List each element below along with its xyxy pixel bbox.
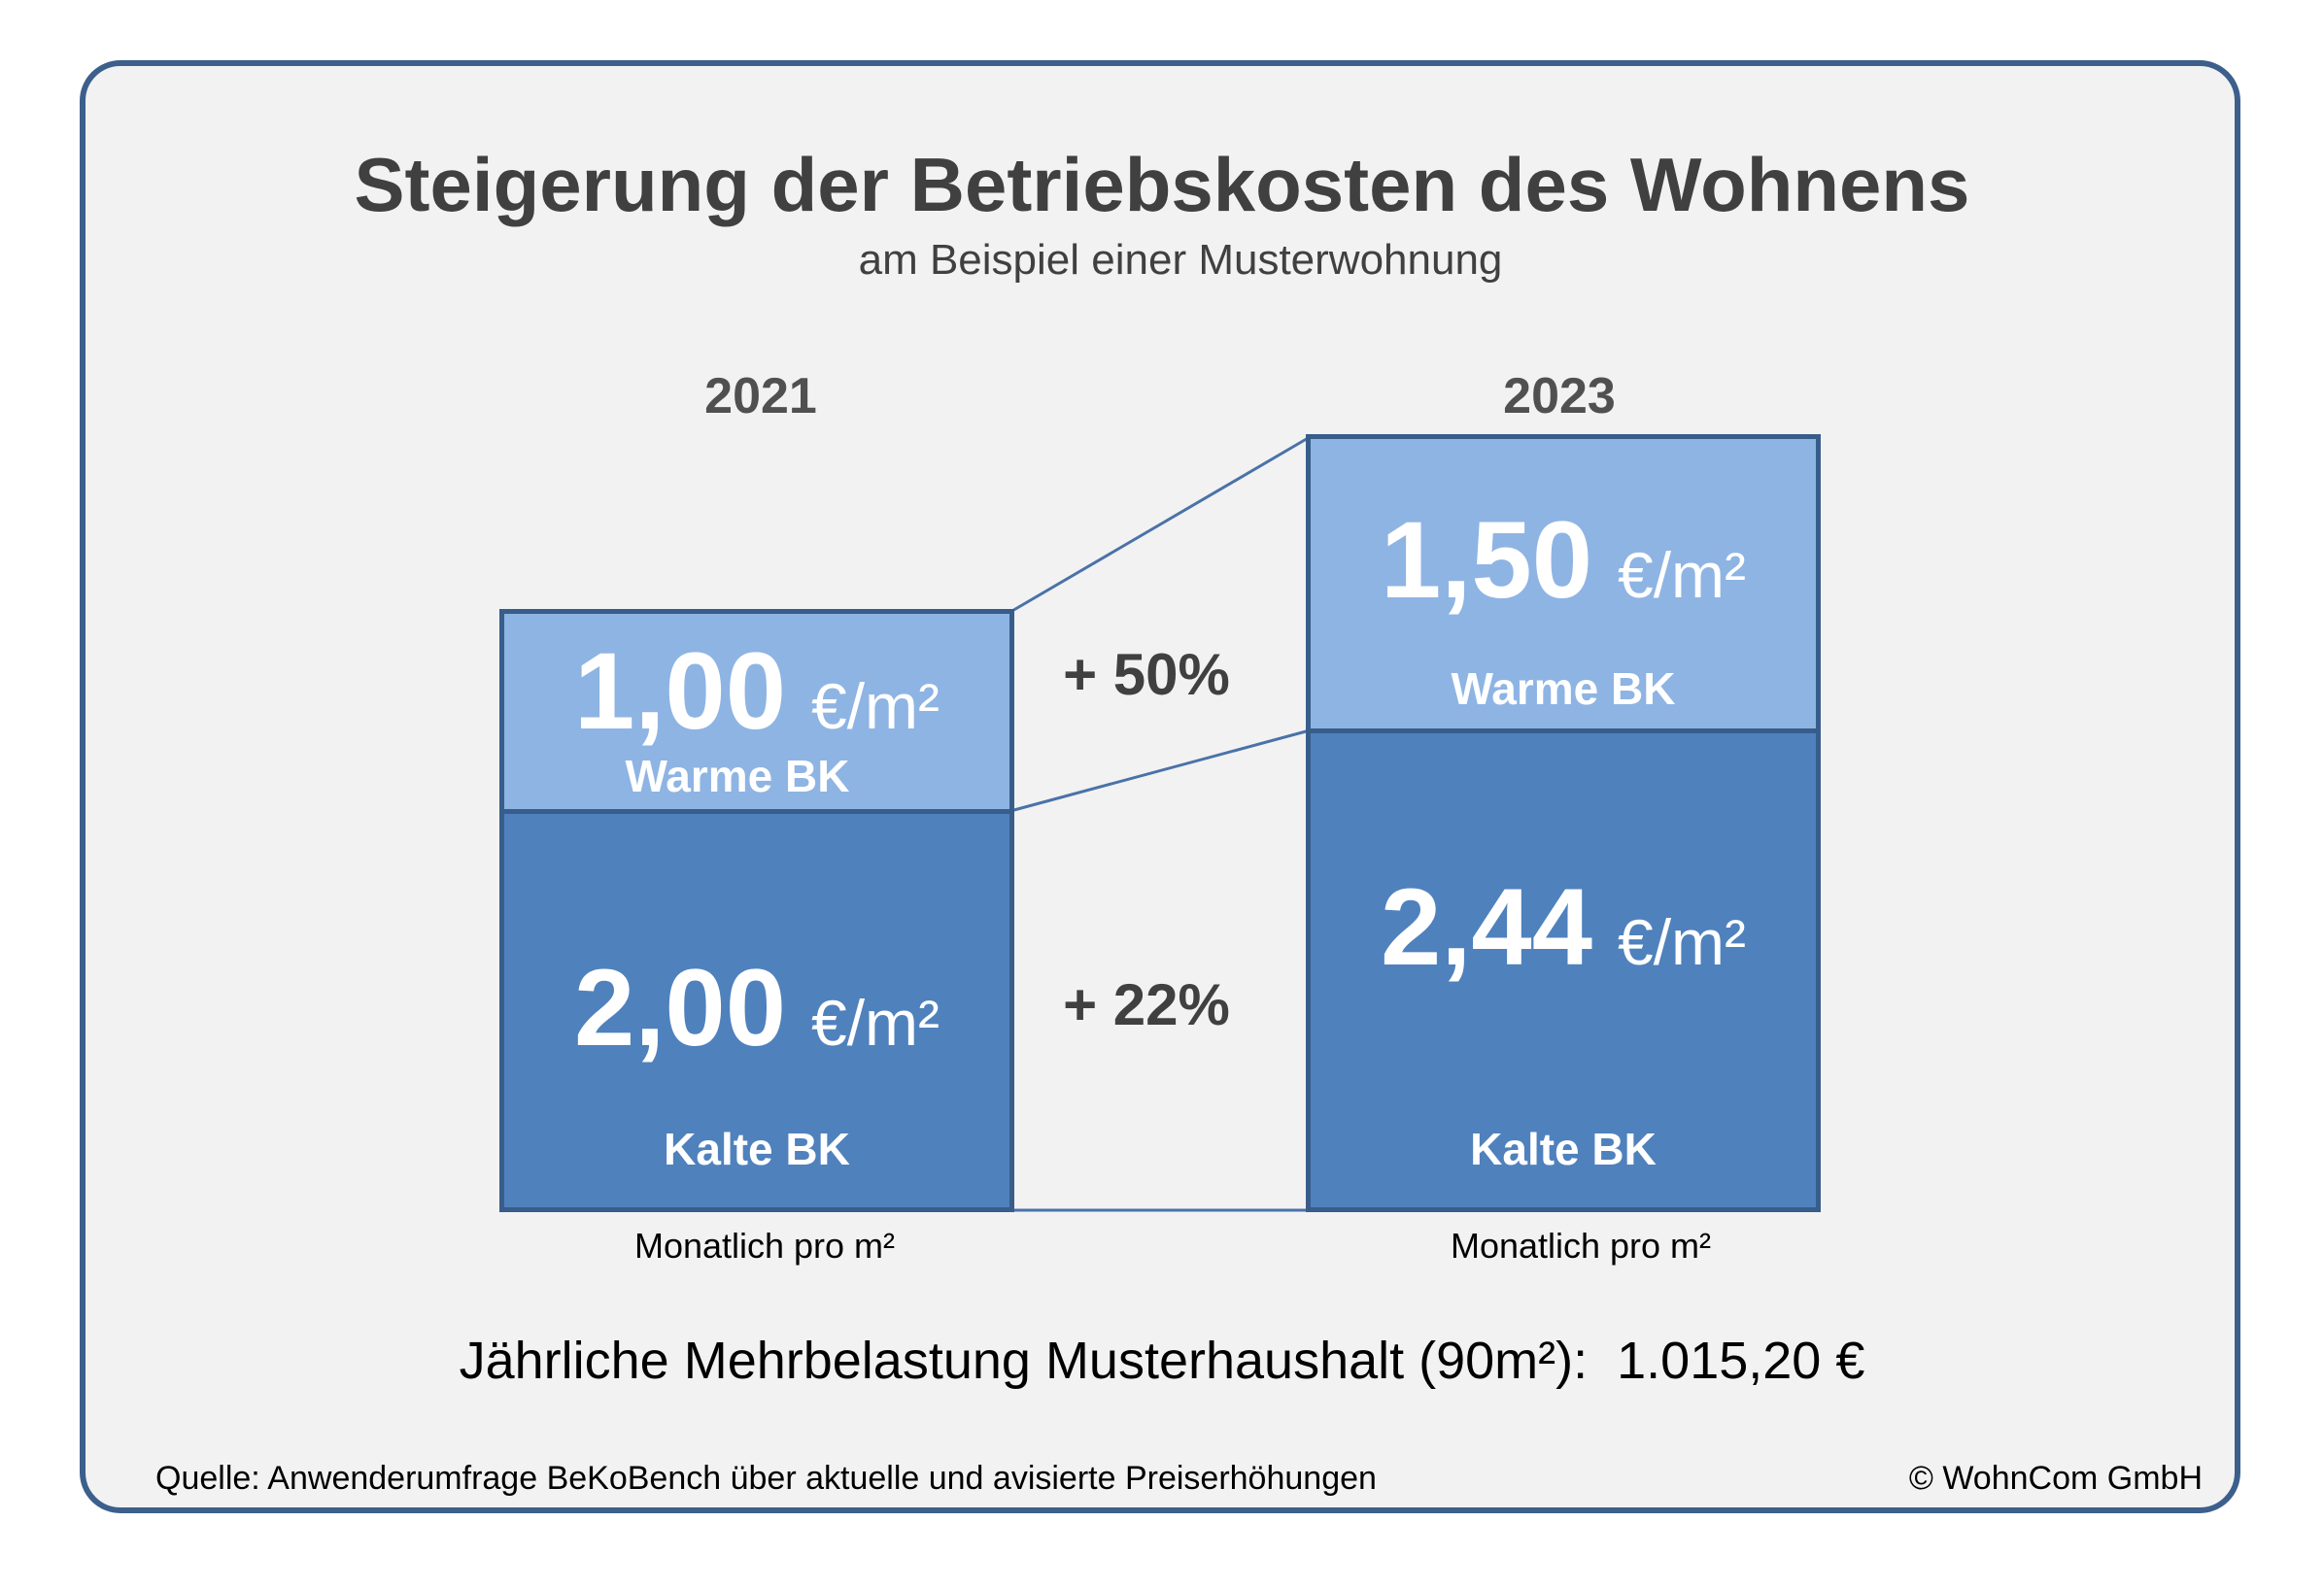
- series-label-2021-cold: Kalte BK: [664, 1124, 850, 1174]
- bar-2023-cold: 2,44 €/m² Kalte BK: [1306, 728, 1821, 1212]
- value-label-2023-cold: 2,44 €/m²: [1311, 864, 1816, 990]
- value-2021-warm: 1,00: [574, 630, 786, 752]
- unit-2023-cold: €/m²: [1617, 906, 1746, 978]
- unit-2021-cold: €/m²: [810, 987, 940, 1059]
- connector-top: [1009, 435, 1311, 614]
- connector-middle: [1009, 728, 1311, 813]
- unit-2021-warm: €/m²: [810, 670, 940, 742]
- series-label-2023-cold: Kalte BK: [1470, 1124, 1657, 1174]
- value-label-2021-warm: 1,00 €/m²: [504, 628, 1009, 754]
- series-label-2023-warm: Warme BK: [1451, 663, 1676, 714]
- year-label-2023: 2023: [1503, 368, 1616, 424]
- source-note: Quelle: Anwenderumfrage BeKoBench über a…: [155, 1460, 1377, 1497]
- change-warm: + 50%: [1063, 642, 1230, 707]
- value-2021-cold: 2,00: [574, 947, 786, 1068]
- axis-label-2023: Monatlich pro m²: [1450, 1226, 1712, 1266]
- value-2023-warm: 1,50: [1381, 499, 1592, 621]
- value-label-2021-cold: 2,00 €/m²: [504, 945, 1009, 1070]
- axis-label-2021: Monatlich pro m²: [633, 1226, 896, 1266]
- series-label-2021-warm: Warme BK: [625, 751, 850, 801]
- unit-2023-warm: €/m²: [1617, 539, 1746, 611]
- value-2023-cold: 2,44: [1381, 866, 1592, 988]
- bar-2021-cold: 2,00 €/m² Kalte BK: [499, 809, 1014, 1212]
- bar-2021-warm: 1,00 €/m² Warme BK: [499, 609, 1014, 814]
- chart-frame: [80, 60, 2240, 1513]
- copyright-note: © WohnCom GmbH: [1908, 1460, 2203, 1497]
- chart-title: Steigerung der Betriebskosten des Wohnen…: [354, 142, 1970, 227]
- annual-burden-text: Jährliche Mehrbelastung Musterhaushalt (…: [459, 1332, 1865, 1390]
- year-label-2021: 2021: [704, 368, 817, 424]
- chart-subtitle: am Beispiel einer Musterwohnung: [858, 236, 1503, 284]
- change-cold: + 22%: [1063, 972, 1230, 1037]
- value-label-2023-warm: 1,50 €/m²: [1311, 497, 1816, 623]
- bar-2023-warm: 1,50 €/m² Warme BK: [1306, 434, 1821, 733]
